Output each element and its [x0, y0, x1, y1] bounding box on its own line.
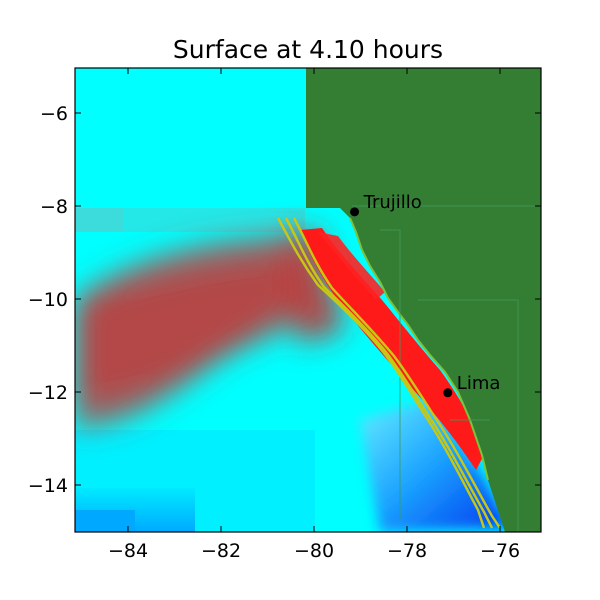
coastal-wave — [300, 228, 484, 470]
x-tick-label: −82 — [201, 540, 241, 562]
city-dot-lima — [443, 388, 453, 398]
x-tick-label: −80 — [294, 540, 334, 562]
y-tick-label: −10 — [28, 289, 68, 311]
land-grid-lines — [352, 205, 541, 532]
city-label-lima: Lima — [457, 373, 501, 394]
southwest-sea — [75, 430, 315, 532]
contour-line-inner — [276, 217, 486, 529]
plot-frame — [74, 67, 542, 533]
upper-sea-patches — [75, 68, 305, 232]
city-markers: Trujillo Lima — [350, 192, 501, 398]
x-tick-label: −78 — [387, 540, 427, 562]
y-tick-label: −8 — [40, 196, 68, 218]
city-dot-trujillo — [350, 207, 360, 217]
tsunami-contours — [276, 217, 501, 529]
land-mass — [306, 68, 541, 532]
red-plume — [75, 232, 345, 430]
y-tick-label: −6 — [40, 103, 68, 125]
city-label-trujillo: Trujillo — [363, 192, 422, 213]
plot-area — [75, 68, 541, 532]
axis-ticks — [75, 68, 541, 532]
chart-title: Surface at 4.10 hours — [173, 35, 443, 64]
contour-line-middle — [284, 217, 494, 529]
y-tick-label: −12 — [28, 382, 68, 404]
x-tick-label: −84 — [108, 540, 148, 562]
y-tick-label: −14 — [28, 475, 68, 497]
contour-line-outer — [292, 217, 501, 529]
x-tick-label: −76 — [480, 540, 520, 562]
